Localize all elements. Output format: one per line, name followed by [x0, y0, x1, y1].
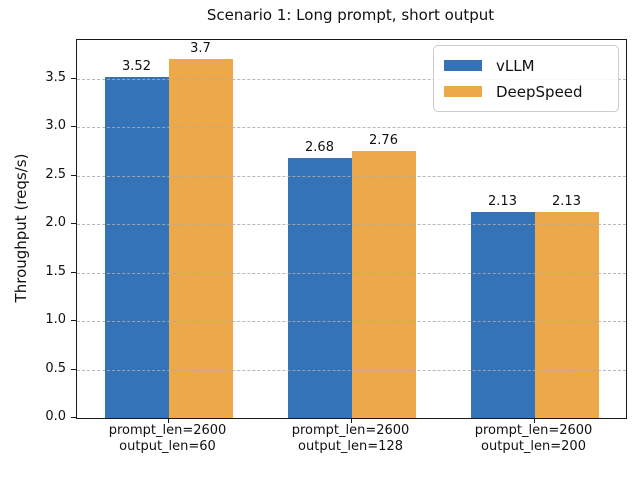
bar-value-label: 2.68 [305, 140, 334, 156]
y-tick-mark [71, 126, 76, 128]
bar-vllm-group2 [287, 158, 352, 418]
x-tick-label-line2: output_len=60 [119, 439, 216, 454]
y-tick-label: 1.5 [45, 263, 66, 279]
y-tick-label: 3.0 [45, 118, 66, 134]
x-tick-label-line2: output_len=200 [481, 439, 586, 454]
y-gridline [77, 175, 626, 177]
y-tick-mark [71, 77, 76, 79]
bar-deepspeed-group2 [351, 150, 416, 418]
bar-value-label: 2.13 [552, 193, 581, 209]
x-tick-label-line1: prompt_len=2600 [474, 423, 593, 438]
legend-swatch-vllm [444, 60, 482, 71]
x-tick-mark [350, 418, 352, 423]
y-tick-mark [71, 320, 76, 322]
legend-label: vLLM [496, 56, 535, 75]
y-tick-mark [71, 417, 76, 418]
bar-value-label: 3.7 [190, 41, 211, 57]
x-tick-label-line1: prompt_len=2600 [291, 423, 410, 438]
bar-deepspeed-group1 [168, 59, 233, 418]
legend-row-deepspeed: DeepSpeed [444, 83, 608, 101]
y-gridline [77, 78, 626, 80]
x-tick-label: prompt_len=2600 output_len=60 [73, 423, 263, 455]
x-tick-label: prompt_len=2600 output_len=200 [439, 423, 629, 455]
legend-swatch-deepspeed [444, 86, 482, 97]
y-tick-label: 1.0 [45, 312, 66, 328]
legend-label: DeepSpeed [496, 82, 583, 101]
y-gridline [77, 224, 626, 226]
x-tick-mark [533, 418, 535, 423]
y-gridline [77, 127, 626, 129]
bar-deepspeed-group3 [534, 211, 599, 418]
y-tick-label: 2.5 [45, 166, 66, 182]
bar-vllm-group3 [470, 211, 535, 418]
x-tick-label: prompt_len=2600 output_len=128 [256, 423, 446, 455]
x-tick-label-line1: prompt_len=2600 [108, 423, 227, 438]
y-gridline [77, 272, 626, 274]
y-tick-label: 2.0 [45, 215, 66, 231]
bar-value-label: 2.76 [369, 132, 398, 148]
bar-vllm-group1 [104, 76, 169, 418]
y-tick-mark [71, 368, 76, 370]
x-tick-label-line2: output_len=128 [298, 439, 403, 454]
legend: vLLM DeepSpeed [433, 45, 619, 112]
bar-value-label: 2.13 [488, 193, 517, 209]
y-tick-mark [71, 271, 76, 273]
legend-row-vllm: vLLM [444, 57, 608, 75]
y-tick-mark [71, 223, 76, 225]
y-gridline [77, 321, 626, 323]
y-tick-label: 3.5 [45, 69, 66, 85]
y-tick-mark [71, 174, 76, 176]
y-tick-label: 0.5 [45, 360, 66, 376]
y-tick-label: 0.0 [45, 409, 66, 424]
chart-title: Scenario 1: Long prompt, short output [206, 6, 495, 24]
x-tick-mark [167, 418, 169, 423]
y-gridline [77, 369, 626, 371]
bar-value-label: 3.52 [122, 58, 151, 74]
